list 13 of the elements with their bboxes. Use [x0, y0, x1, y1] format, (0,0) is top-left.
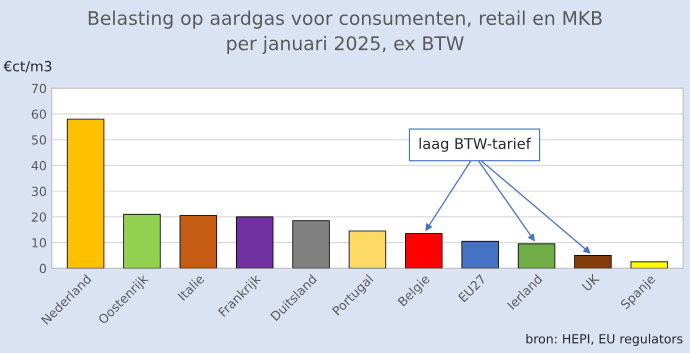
annotation: laag BTW-tarief: [420, 138, 532, 152]
y-tick-label: 60: [32, 109, 46, 119]
y-tick-label: 40: [32, 160, 46, 170]
y-tick-label: 70: [32, 84, 46, 94]
x-tick-label: UK: [582, 273, 600, 292]
y-tick-label: 10: [32, 238, 46, 248]
chart-title: Belasting op aardgas voor consumenten, retail en MKB per januari 2025, ex BTW: [88, 10, 602, 54]
y-axis-title: €ct/m3: [3, 60, 52, 73]
text: bron: HEPI, EU regulators: [526, 334, 682, 346]
y-tick-label: 30: [32, 186, 46, 196]
y-tick-label: 0: [40, 264, 46, 274]
y-tick-label: 20: [32, 212, 46, 222]
y-tick-label: 50: [32, 135, 46, 145]
